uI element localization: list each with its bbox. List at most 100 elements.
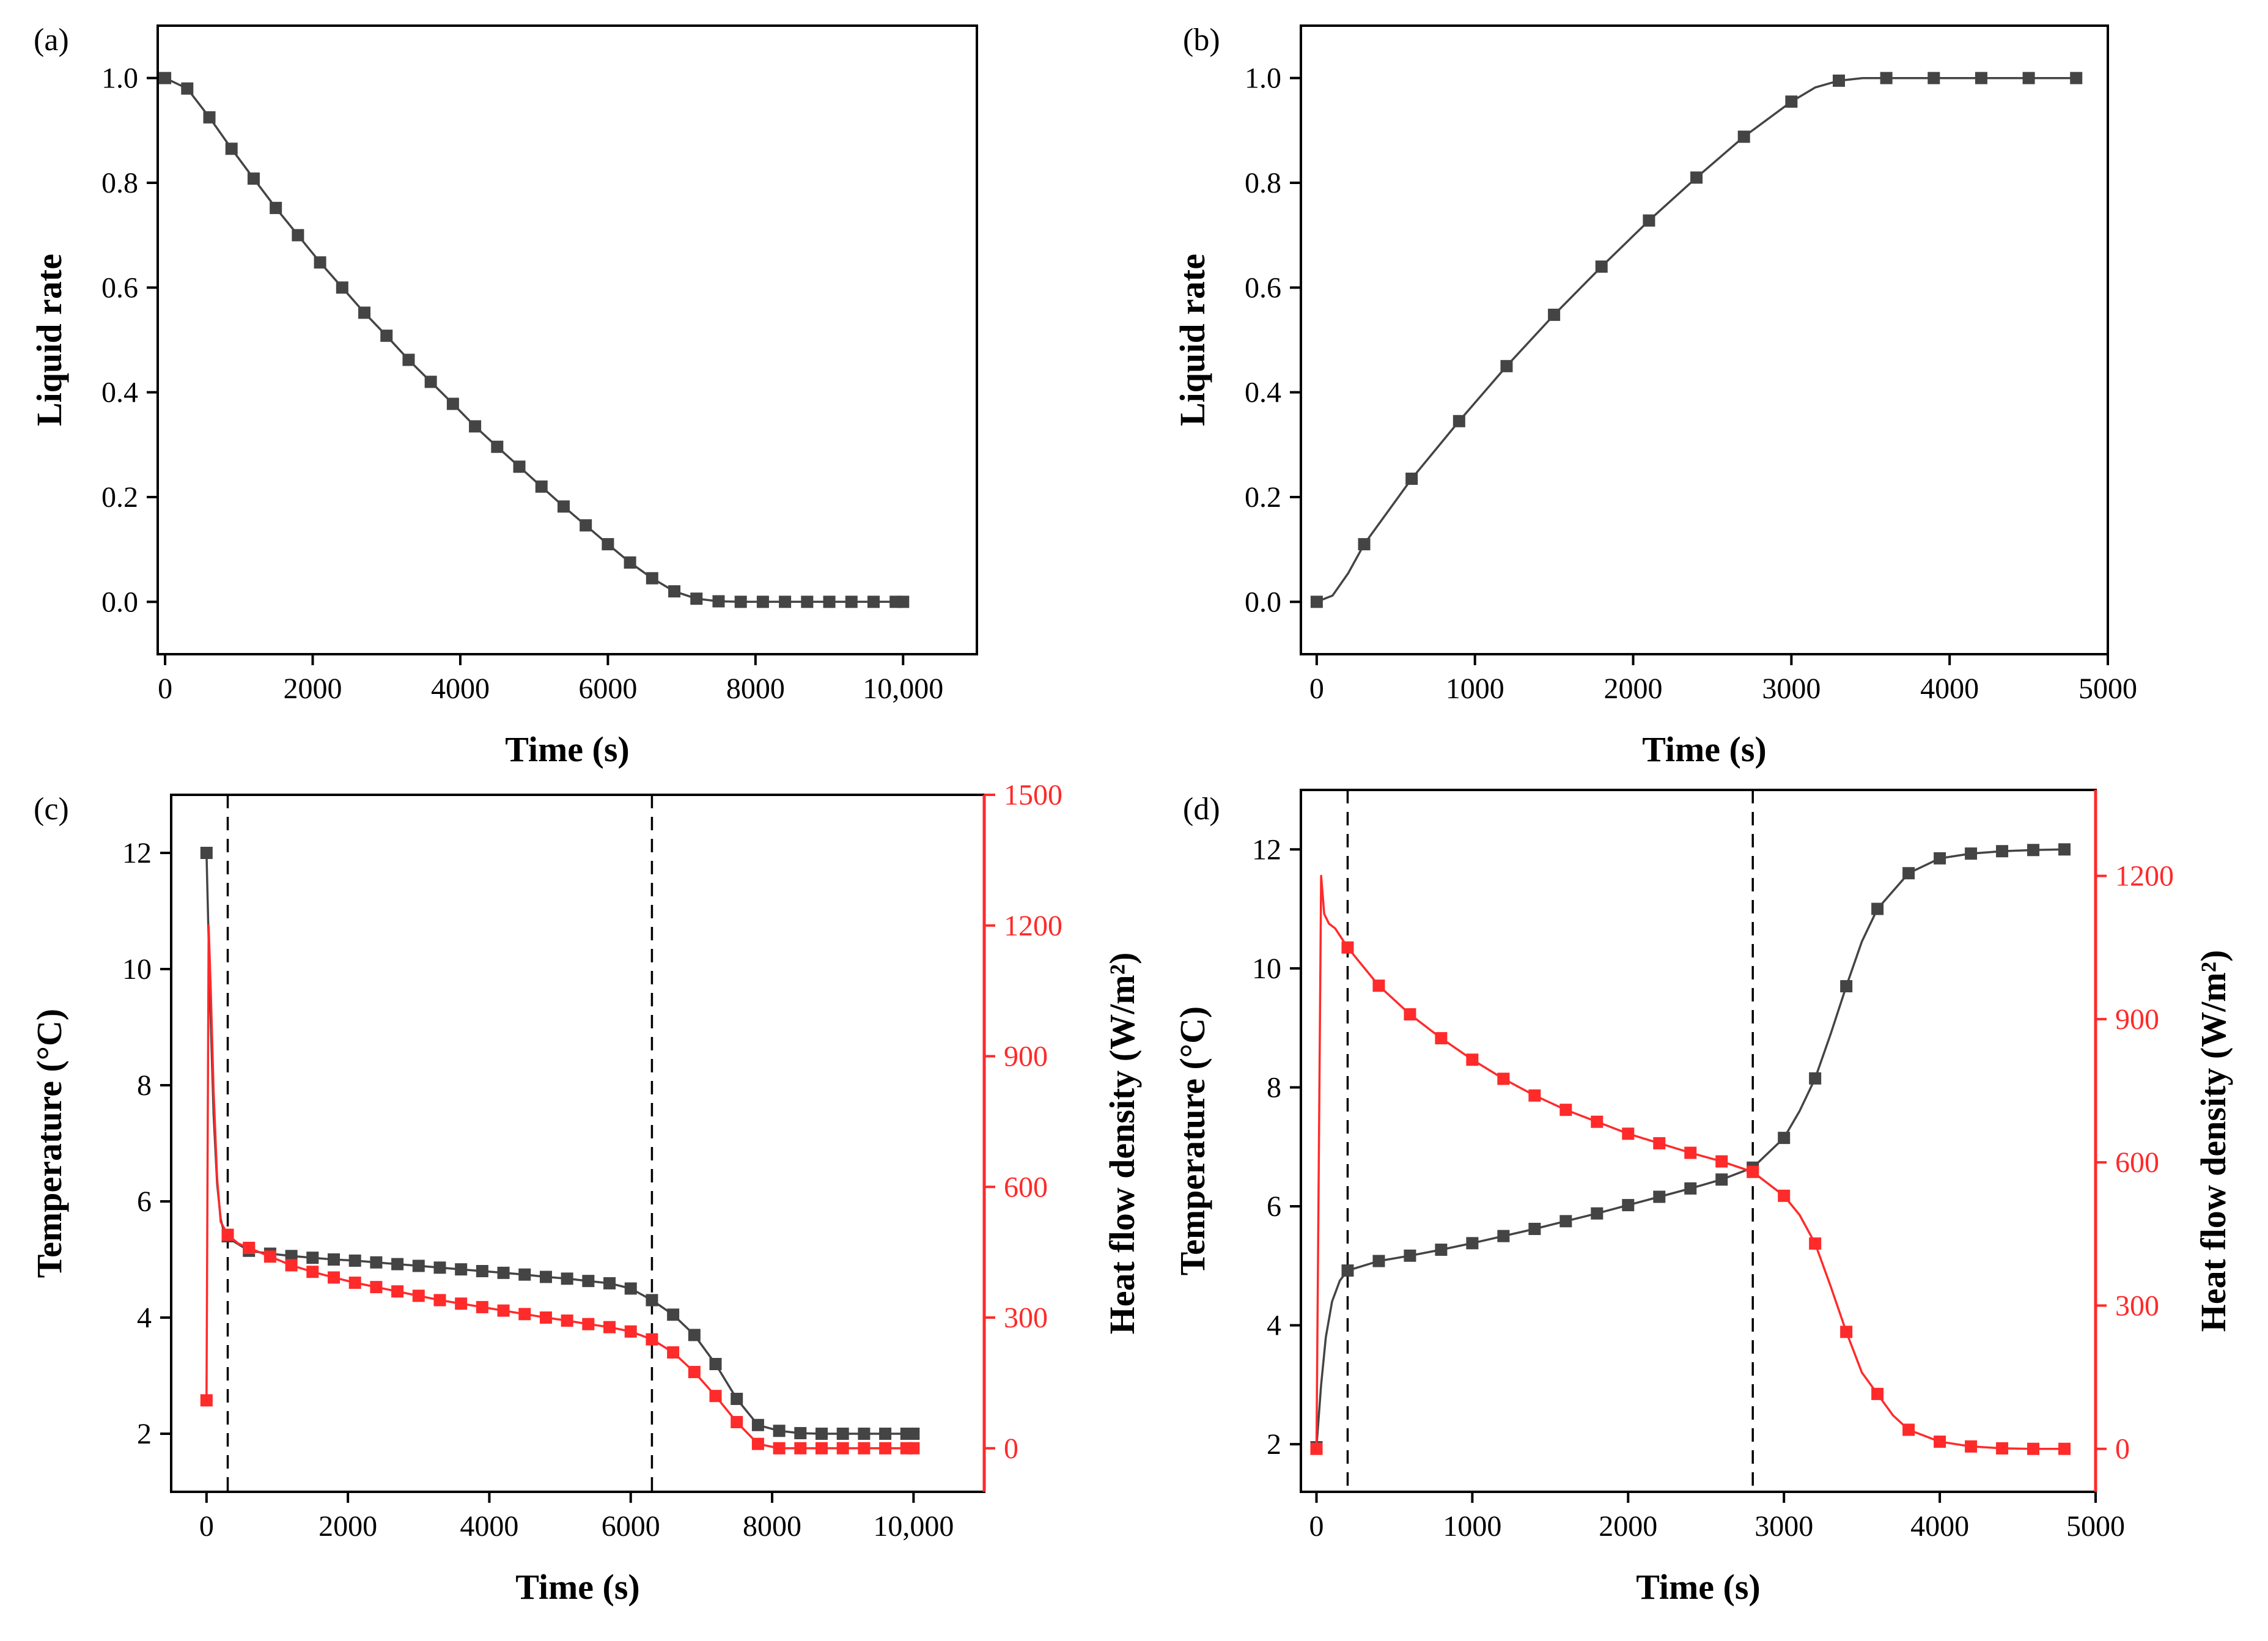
data-point	[1653, 1137, 1666, 1149]
y-tick-label: 0.6	[101, 271, 138, 304]
data-point	[773, 1442, 786, 1455]
data-point	[314, 256, 326, 269]
series-line	[205, 852, 914, 1435]
data-point	[794, 1442, 807, 1455]
data-point	[1880, 72, 1893, 84]
y-tick-label: 10	[122, 953, 152, 986]
y-tick-label: 1.0	[101, 62, 138, 95]
data-point	[1840, 980, 1853, 993]
panel-label: (a)	[34, 23, 69, 57]
data-point	[433, 1261, 446, 1274]
data-point	[370, 1281, 383, 1294]
data-point	[624, 1325, 637, 1338]
y2-tick-label: 600	[1004, 1171, 1048, 1203]
data-point	[1934, 852, 1946, 865]
x-tick-label: 3000	[1762, 673, 1821, 705]
data-point	[469, 420, 482, 433]
data-point	[535, 480, 548, 493]
x-tick-label: 2000	[1599, 1510, 1657, 1543]
data-point	[391, 1285, 404, 1298]
data-point	[497, 1304, 510, 1317]
data-point	[391, 1258, 404, 1270]
y-tick-label: 0.4	[101, 377, 138, 409]
panel-c: (c) 0 2000 4000 6000 8000 10,000 2 4 6 8 10 12 0 300 60…	[29, 779, 1142, 1607]
data-point	[845, 596, 858, 608]
y-tick-label: 12	[122, 837, 152, 869]
data-point	[1548, 308, 1561, 321]
data-point	[1778, 1189, 1791, 1202]
data-point	[709, 1358, 722, 1370]
data-point	[1591, 1207, 1603, 1220]
y2-tick-label: 900	[2115, 1003, 2159, 1036]
data-point	[225, 142, 238, 155]
plot-frame	[1300, 24, 2109, 655]
data-point	[1927, 72, 1940, 84]
data-point	[582, 1318, 595, 1330]
data-point	[897, 596, 910, 608]
x-tick-label: 8000	[726, 673, 785, 705]
data-point	[1435, 1244, 1448, 1256]
data-point	[247, 172, 260, 185]
data-point	[624, 1282, 637, 1295]
plot-frame	[1300, 789, 2097, 1493]
panel-label: (c)	[34, 792, 69, 827]
panel-label: (d)	[1183, 792, 1220, 827]
data-point	[1871, 902, 1884, 915]
data-point	[646, 572, 658, 584]
data-point	[858, 1428, 871, 1440]
data-point	[688, 1329, 701, 1341]
y-axis-title: Temperature (°C)	[29, 1009, 69, 1278]
data-point	[603, 1321, 616, 1333]
y-tick-label: 0.4	[1245, 377, 1281, 409]
data-point	[668, 585, 681, 598]
data-point	[285, 1250, 298, 1263]
x-tick-label: 2000	[318, 1510, 377, 1543]
data-point	[1404, 1008, 1416, 1021]
data-point	[1934, 1436, 1946, 1448]
data-point	[1310, 1442, 1323, 1455]
y-tick-label: 6	[1267, 1190, 1281, 1223]
y2-tick-label: 1500	[1004, 779, 1062, 811]
data-point	[380, 330, 393, 342]
data-point	[731, 1393, 743, 1405]
data-point	[773, 1425, 786, 1437]
panel-a: (a) 0 2000 4000 6000 8000 10,000 0.0 0.2 0.4 0.6 0.…	[29, 23, 978, 769]
y-tick-label: 6	[137, 1186, 152, 1218]
series-line	[164, 77, 904, 603]
y-tick-label: 4	[137, 1302, 152, 1334]
data-point	[270, 202, 282, 215]
data-point	[690, 592, 703, 605]
y-tick-label: 2	[137, 1418, 152, 1450]
data-point	[1902, 867, 1915, 880]
data-point	[582, 1275, 595, 1288]
data-point	[1591, 1115, 1603, 1128]
data-point	[285, 1259, 298, 1272]
data-point	[446, 397, 459, 410]
data-point	[751, 1418, 764, 1431]
data-point	[424, 375, 437, 388]
data-point	[867, 596, 880, 608]
x-tick-label: 4000	[431, 673, 490, 705]
data-point	[709, 1390, 722, 1403]
x-tick-label: 4000	[460, 1510, 518, 1543]
y-tick-label: 0.0	[101, 586, 138, 618]
data-point	[243, 1242, 256, 1254]
y-tick-label: 10	[1252, 953, 1281, 985]
data-point	[1996, 1442, 2009, 1455]
y2-tick-label: 600	[2115, 1146, 2159, 1179]
data-point	[879, 1428, 892, 1440]
data-point	[1497, 1072, 1510, 1085]
data-point	[823, 596, 836, 608]
data-point	[518, 1308, 531, 1321]
data-point	[370, 1256, 383, 1269]
data-point	[1466, 1237, 1479, 1250]
x-tick-label: 3000	[1754, 1510, 1813, 1543]
data-point	[688, 1366, 701, 1379]
data-point	[263, 1250, 276, 1263]
data-point	[1715, 1173, 1728, 1186]
data-point	[836, 1428, 849, 1440]
y2-tick-label: 1200	[1004, 910, 1062, 942]
data-point	[580, 519, 592, 532]
data-point	[1996, 845, 2009, 858]
data-point	[433, 1294, 446, 1307]
